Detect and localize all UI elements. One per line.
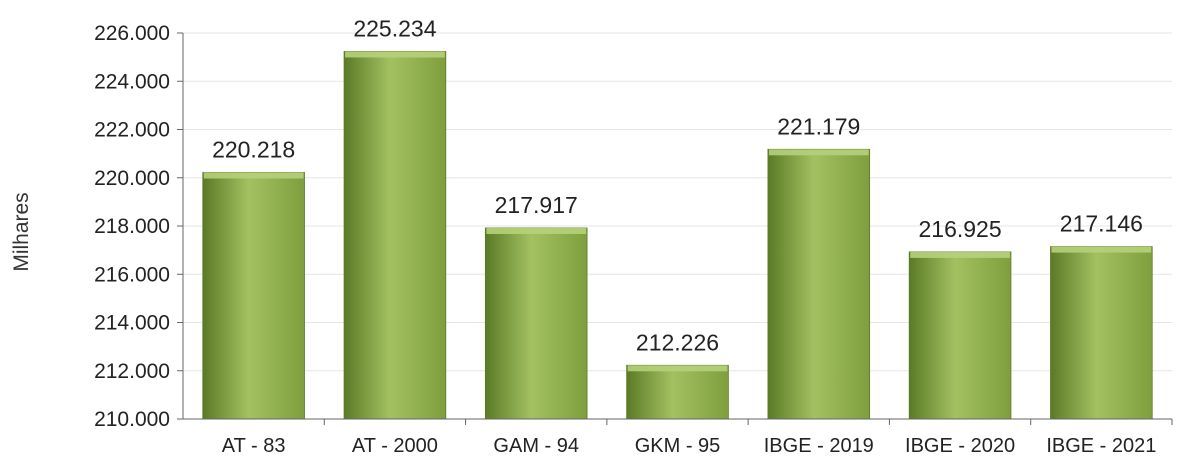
bar bbox=[767, 148, 871, 420]
bars: 220.218 225.234 217.917 212.226 221.179 216.9… bbox=[202, 15, 1153, 420]
bar bbox=[1050, 246, 1153, 420]
y-tick-label: 214.000 bbox=[94, 312, 170, 335]
data-label: 212.226 bbox=[636, 329, 719, 355]
bar-top-highlight bbox=[627, 365, 728, 372]
data-label: 225.234 bbox=[353, 15, 436, 41]
bar bbox=[202, 172, 305, 420]
gridlines bbox=[183, 32, 1172, 372]
x-tick-label: IBGE - 2019 bbox=[764, 435, 874, 457]
y-tick-label: 224.000 bbox=[94, 70, 170, 93]
bar-top-highlight bbox=[345, 51, 445, 58]
data-label: 217.917 bbox=[495, 192, 578, 218]
x-tick-label: GKM - 95 bbox=[635, 435, 721, 457]
y-tick-label: 226.000 bbox=[94, 22, 170, 45]
bar bbox=[908, 251, 1012, 420]
y-tick-label: 222.000 bbox=[94, 119, 170, 142]
data-label: 221.179 bbox=[777, 113, 860, 139]
bar bbox=[343, 51, 447, 420]
x-axis: AT - 83 AT - 2000 GAM - 94 GKM - 95 IBGE - 2… bbox=[183, 418, 1173, 457]
x-tick-label: IBGE - 2021 bbox=[1046, 435, 1156, 457]
bar-top-highlight bbox=[910, 251, 1010, 258]
bar-top-highlight bbox=[1051, 246, 1152, 253]
y-tick-label: 210.000 bbox=[94, 408, 170, 431]
y-tick-label: 220.000 bbox=[94, 167, 170, 190]
data-label: 217.146 bbox=[1060, 211, 1143, 237]
bar bbox=[626, 364, 729, 420]
bar bbox=[484, 227, 588, 420]
y-axis-title: Milhares bbox=[10, 192, 33, 271]
x-tick-label: AT - 2000 bbox=[352, 435, 438, 457]
y-tick-label: 218.000 bbox=[94, 215, 170, 238]
bar-top-highlight bbox=[768, 149, 869, 156]
bar-top-highlight bbox=[203, 172, 304, 179]
x-tick-label: GAM - 94 bbox=[493, 435, 579, 457]
y-axis: 210.000 212.000 214.000 216.000 218.000 220.0… bbox=[94, 22, 184, 431]
bar-top-highlight bbox=[486, 228, 587, 235]
y-tick-label: 212.000 bbox=[94, 360, 170, 383]
data-label: 216.925 bbox=[919, 216, 1002, 242]
y-tick-label: 216.000 bbox=[94, 263, 170, 286]
data-label: 220.218 bbox=[212, 136, 295, 162]
x-tick-label: IBGE - 2020 bbox=[905, 435, 1015, 457]
x-tick-label: AT - 83 bbox=[222, 435, 286, 457]
